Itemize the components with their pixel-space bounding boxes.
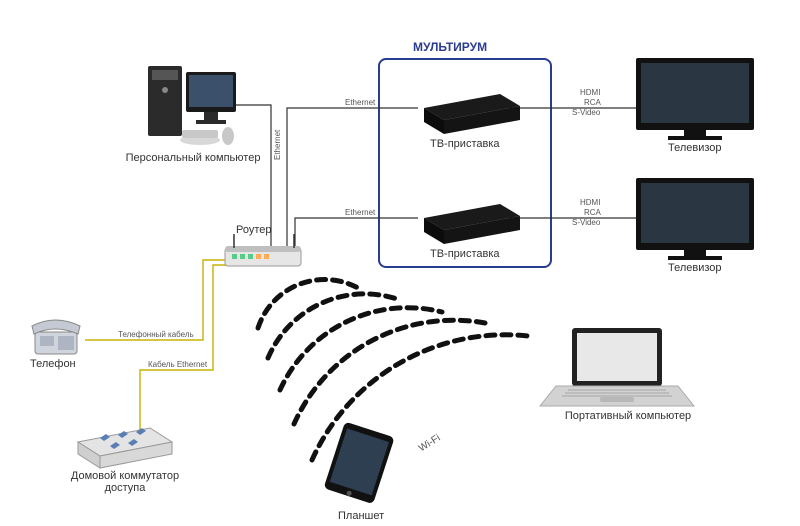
switch-label: Домовой коммутатор доступа xyxy=(60,470,190,494)
tablet-label: Планшет xyxy=(338,510,384,522)
tv1-conn-svideo: S-Video xyxy=(572,108,600,117)
router-label: Роутер xyxy=(236,224,272,236)
stb1-label: ТВ-приставка xyxy=(430,138,500,150)
tv2-conn-rca: RCA xyxy=(584,208,601,217)
tv1-icon xyxy=(636,58,754,140)
tv1-label: Телевизор xyxy=(668,142,722,154)
edge-stb2-label: Ethernet xyxy=(345,208,375,217)
router-icon xyxy=(225,234,301,266)
laptop-icon xyxy=(540,328,694,406)
tv2-conn-hdmi: HDMI xyxy=(580,198,600,207)
tv2-label: Телевизор xyxy=(668,262,722,274)
edge-switch-label: Кабель Ethernet xyxy=(148,360,207,369)
phone-label: Телефон xyxy=(30,358,76,370)
multiroom-box xyxy=(378,58,552,268)
pc-icon xyxy=(148,66,236,145)
pc-label: Персональный компьютер xyxy=(118,152,268,164)
stb2-label: ТВ-приставка xyxy=(430,248,500,260)
multiroom-title: МУЛЬТИРУМ xyxy=(413,40,487,54)
tv2-conn-svideo: S-Video xyxy=(572,218,600,227)
edge-pc-label: Ethernet xyxy=(273,130,282,160)
switch-icon xyxy=(78,428,172,468)
edge-stb1-label: Ethernet xyxy=(345,98,375,107)
tablet-icon xyxy=(324,422,395,505)
tv2-icon xyxy=(636,178,754,260)
wifi-label: Wi-Fi xyxy=(417,433,443,455)
edge-phone-label: Телефонный кабель xyxy=(118,330,194,339)
laptop-label: Портативный компьютер xyxy=(548,410,708,422)
tv1-conn-rca: RCA xyxy=(584,98,601,107)
tv1-conn-hdmi: HDMI xyxy=(580,88,600,97)
phone-icon xyxy=(32,320,80,354)
